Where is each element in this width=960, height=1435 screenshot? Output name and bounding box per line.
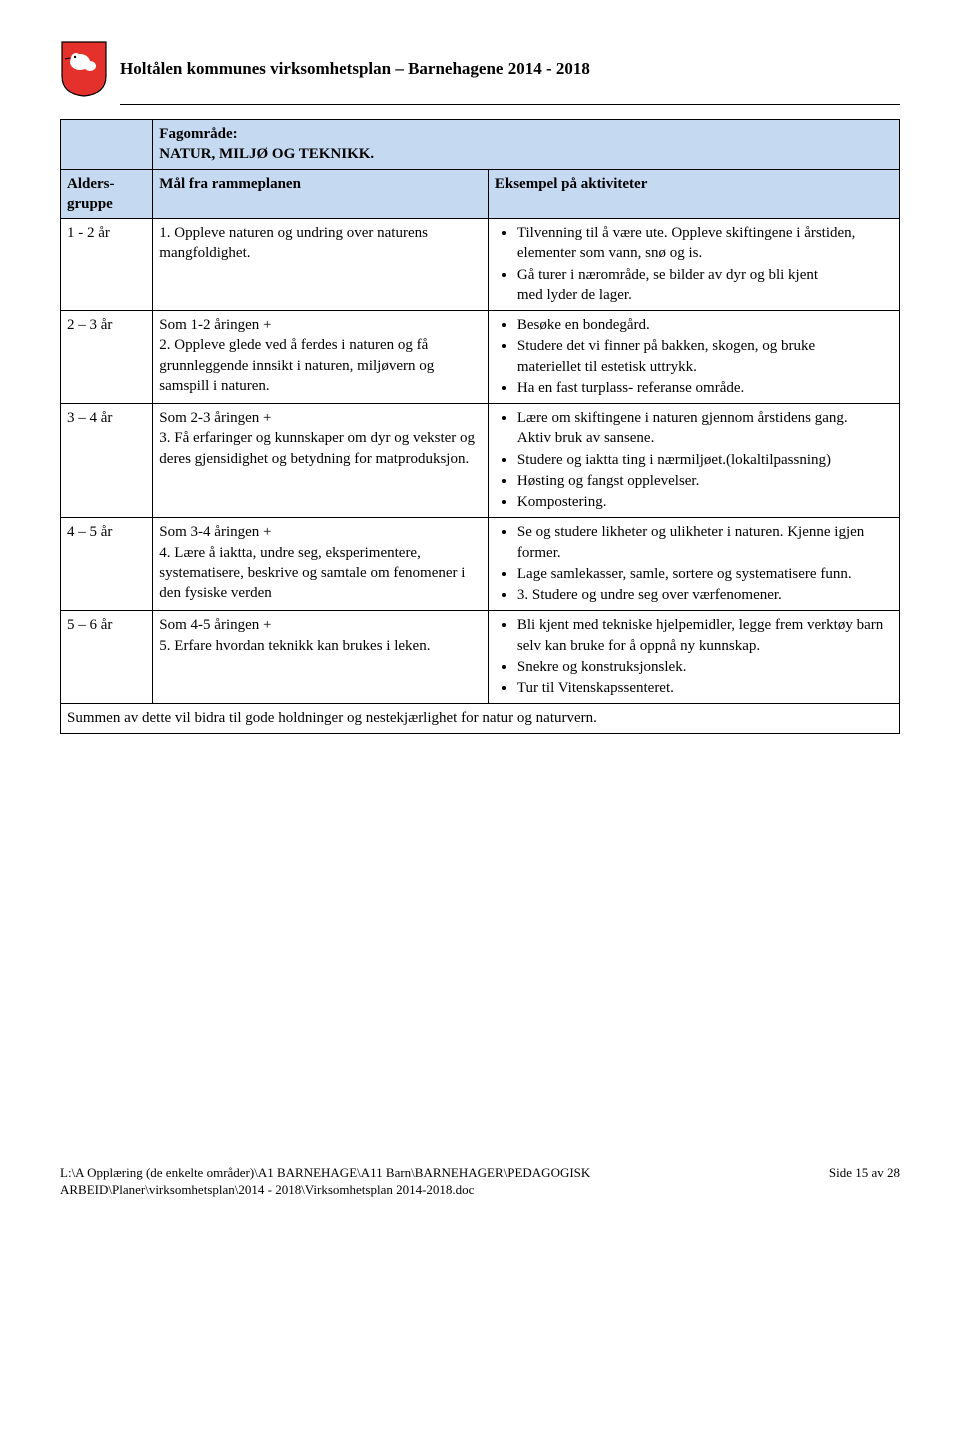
example-cell: Bli kjent med tekniske hjelpemidler, leg… [488,611,899,704]
list-item: Studere og iaktta ting i nærmiljøet.(lok… [517,450,893,470]
bullet-list: Se og studere likheter og ulikheter i na… [495,522,893,605]
curriculum-table: Fagområde: NATUR, MILJØ OG TEKNIKK. Alde… [60,119,900,734]
list-item: 3. Studere og undre seg over værfenomene… [517,585,893,605]
table-row: 4 – 5 år Som 3-4 åringen +4. Lære å iakt… [61,518,900,611]
column-header-row: Alders-gruppe Mål fra rammeplanen Eksemp… [61,169,900,219]
list-item: Ha en fast turplass- referanse område. [517,378,893,398]
col-header-example: Eksempel på aktiviteter [488,169,899,219]
shield-logo-icon [60,40,108,98]
goal-cell: Som 3-4 åringen +4. Lære å iaktta, undre… [153,518,489,611]
age-cell: 2 – 3 år [61,311,153,404]
example-cell: Tilvenning til å være ute. Oppleve skift… [488,219,899,311]
goal-cell: Som 2-3 åringen +3. Få erfaringer og kun… [153,404,489,518]
document-title: Holtålen kommunes virksomhetsplan – Barn… [120,40,590,81]
list-item: Gå turer i nærområde, se bilder av dyr o… [517,265,893,306]
table-row: 5 – 6 år Som 4-5 åringen +5. Erfare hvor… [61,611,900,704]
age-cell: 5 – 6 år [61,611,153,704]
empty-header-cell [61,120,153,170]
example-cell: Lære om skiftingene i naturen gjennom år… [488,404,899,518]
age-cell: 1 - 2 år [61,219,153,311]
list-item: Snekre og konstruksjonslek. [517,657,893,677]
subject-label: Fagområde: [159,126,237,142]
page-footer: L:\A Opplæring (de enkelte områder)\A1 B… [60,1164,900,1199]
bullet-list: Lære om skiftingene i naturen gjennom år… [495,408,893,512]
list-item: Besøke en bondegård. [517,315,893,335]
summary-cell: Summen av dette vil bidra til gode holdn… [61,704,900,733]
goal-cell: Som 1-2 åringen +2. Oppleve glede ved å … [153,311,489,404]
list-item: Bli kjent med tekniske hjelpemidler, leg… [517,615,893,656]
footer-page-number: Side 15 av 28 [829,1164,900,1199]
age-cell: 3 – 4 år [61,404,153,518]
table-row: 2 – 3 år Som 1-2 åringen +2. Oppleve gle… [61,311,900,404]
footer-path: L:\A Opplæring (de enkelte områder)\A1 B… [60,1164,690,1199]
goal-cell: 1. Oppleve naturen og undring over natur… [153,219,489,311]
goal-cell: Som 4-5 åringen +5. Erfare hvordan tekni… [153,611,489,704]
table-row: 3 – 4 år Som 2-3 åringen +3. Få erfaring… [61,404,900,518]
table-row: 1 - 2 år 1. Oppleve naturen og undring o… [61,219,900,311]
col-header-age: Alders-gruppe [61,169,153,219]
summary-row: Summen av dette vil bidra til gode holdn… [61,704,900,733]
age-cell: 4 – 5 år [61,518,153,611]
bullet-list: Bli kjent med tekniske hjelpemidler, leg… [495,615,893,698]
subject-row: Fagområde: NATUR, MILJØ OG TEKNIKK. [61,120,900,170]
header-divider [120,104,900,105]
col-header-goal: Mål fra rammeplanen [153,169,489,219]
subject-cell: Fagområde: NATUR, MILJØ OG TEKNIKK. [153,120,900,170]
list-item: Se og studere likheter og ulikheter i na… [517,522,893,563]
list-item: Lage samlekasser, samle, sortere og syst… [517,564,893,584]
document-header: Holtålen kommunes virksomhetsplan – Barn… [60,40,900,98]
bullet-list: Besøke en bondegård.Studere det vi finne… [495,315,893,398]
list-item: Lære om skiftingene i naturen gjennom år… [517,408,893,449]
list-item: Kompostering. [517,492,893,512]
bullet-list: Tilvenning til å være ute. Oppleve skift… [495,223,893,305]
list-item: Høsting og fangst opplevelser. [517,471,893,491]
list-item: Studere det vi finner på bakken, skogen,… [517,336,893,377]
example-cell: Se og studere likheter og ulikheter i na… [488,518,899,611]
list-item: Tilvenning til å være ute. Oppleve skift… [517,223,893,264]
example-cell: Besøke en bondegård.Studere det vi finne… [488,311,899,404]
subject-value: NATUR, MILJØ OG TEKNIKK. [159,146,374,162]
list-item: Tur til Vitenskapssenteret. [517,678,893,698]
